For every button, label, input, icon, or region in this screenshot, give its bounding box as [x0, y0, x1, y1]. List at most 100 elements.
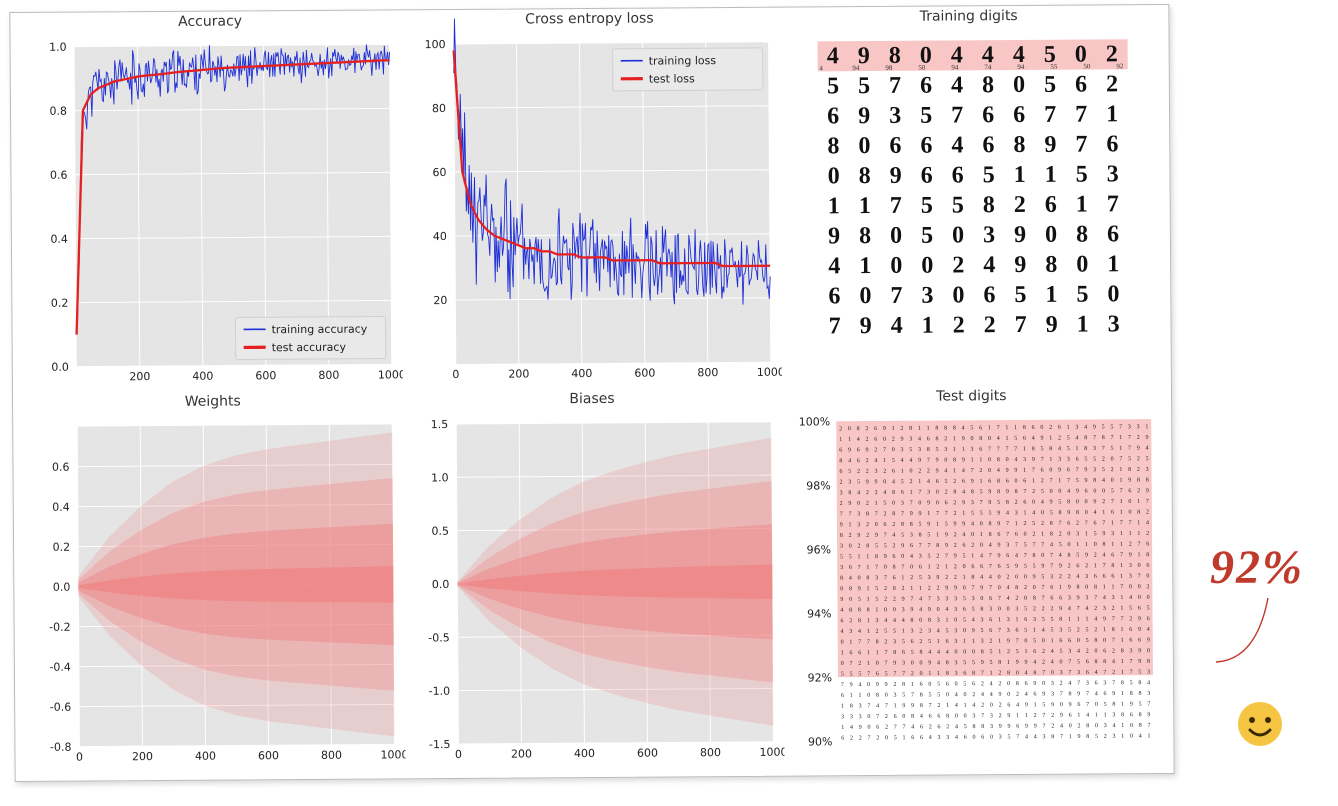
- svg-text:6: 6: [1033, 649, 1036, 655]
- training-digit: 8: [973, 190, 1004, 220]
- svg-text:6: 6: [1129, 627, 1132, 633]
- svg-text:9: 9: [962, 500, 965, 506]
- svg-text:8: 8: [911, 714, 914, 720]
- svg-text:0: 0: [944, 458, 947, 464]
- svg-text:8: 8: [892, 565, 895, 571]
- svg-text:9: 9: [997, 521, 1000, 527]
- svg-text:8: 8: [944, 426, 947, 432]
- svg-text:8: 8: [909, 426, 912, 432]
- svg-text:8: 8: [936, 543, 939, 549]
- svg-text:8: 8: [1033, 670, 1036, 676]
- svg-text:7: 7: [1058, 521, 1061, 527]
- training-digit: 9: [850, 311, 881, 341]
- svg-text:2: 2: [998, 671, 1001, 677]
- svg-text:5: 5: [1040, 489, 1043, 495]
- svg-text:8: 8: [1094, 585, 1097, 591]
- svg-text:8: 8: [1007, 670, 1010, 676]
- svg-text:6: 6: [840, 618, 843, 624]
- svg-text:5: 5: [1103, 702, 1106, 708]
- svg-text:8: 8: [1059, 617, 1062, 623]
- svg-text:9: 9: [1128, 478, 1131, 484]
- svg-text:8: 8: [1103, 659, 1106, 665]
- svg-text:5: 5: [1015, 649, 1018, 655]
- svg-text:1: 1: [998, 617, 1001, 623]
- svg-text:3: 3: [1006, 628, 1009, 634]
- svg-text:6: 6: [1077, 702, 1080, 708]
- svg-text:4: 4: [919, 596, 922, 602]
- svg-text:5: 5: [1042, 702, 1045, 708]
- training-digit: 6: [911, 161, 942, 191]
- svg-text:-0.6: -0.6: [50, 701, 72, 714]
- svg-text:8: 8: [848, 490, 851, 496]
- svg-text:800: 800: [321, 749, 342, 762]
- svg-text:9: 9: [1040, 436, 1043, 442]
- svg-text:6: 6: [935, 479, 938, 485]
- svg-text:7: 7: [867, 671, 870, 677]
- svg-text:5: 5: [884, 671, 887, 677]
- svg-text:1: 1: [1120, 563, 1123, 569]
- svg-text:5: 5: [970, 425, 973, 431]
- svg-text:5: 5: [1041, 617, 1044, 623]
- training-digit: 9: [1004, 220, 1035, 250]
- svg-text:9: 9: [1138, 659, 1141, 665]
- svg-text:1: 1: [1007, 660, 1010, 666]
- svg-text:2: 2: [953, 543, 956, 549]
- svg-text:1: 1: [875, 607, 878, 613]
- svg-text:1: 1: [927, 564, 930, 570]
- svg-text:9: 9: [988, 489, 991, 495]
- svg-text:9: 9: [857, 586, 860, 592]
- svg-text:8: 8: [849, 704, 852, 710]
- svg-text:3: 3: [1050, 574, 1053, 580]
- svg-text:2: 2: [910, 575, 913, 581]
- svg-text:3: 3: [910, 532, 913, 538]
- svg-text:1000: 1000: [757, 366, 782, 379]
- svg-text:9: 9: [1005, 489, 1008, 495]
- training-digit: 6: [910, 71, 941, 101]
- svg-text:0: 0: [1041, 553, 1044, 559]
- svg-text:8: 8: [1102, 542, 1105, 548]
- svg-text:6: 6: [1138, 638, 1141, 644]
- svg-text:3: 3: [945, 596, 948, 602]
- svg-text:6: 6: [1023, 500, 1026, 506]
- svg-text:5: 5: [909, 447, 912, 453]
- svg-text:3: 3: [858, 704, 861, 710]
- svg-text:6: 6: [841, 736, 844, 742]
- svg-text:2: 2: [953, 479, 956, 485]
- training-digit: 1: [1097, 99, 1128, 129]
- svg-text:1: 1: [953, 436, 956, 442]
- svg-text:7: 7: [875, 565, 878, 571]
- svg-text:3: 3: [901, 607, 904, 613]
- svg-text:4: 4: [996, 436, 999, 442]
- svg-text:5: 5: [1077, 659, 1080, 665]
- svg-text:6: 6: [856, 458, 859, 464]
- svg-text:8: 8: [935, 426, 938, 432]
- svg-text:94%: 94%: [807, 607, 832, 620]
- svg-text:8: 8: [1094, 659, 1097, 665]
- svg-text:5: 5: [858, 672, 861, 678]
- training-digit: 3: [912, 281, 943, 311]
- svg-text:9: 9: [1058, 467, 1061, 473]
- svg-text:0: 0: [928, 682, 931, 688]
- svg-text:7: 7: [1111, 616, 1114, 622]
- svg-text:4: 4: [1102, 552, 1105, 558]
- svg-text:8: 8: [1050, 532, 1053, 538]
- svg-text:2: 2: [866, 533, 869, 539]
- training-digit: 9: [1036, 310, 1067, 340]
- svg-text:6: 6: [989, 596, 992, 602]
- svg-text:4: 4: [937, 650, 940, 656]
- svg-text:4: 4: [892, 479, 895, 485]
- svg-text:4: 4: [1067, 489, 1070, 495]
- svg-text:9: 9: [1138, 616, 1141, 622]
- svg-text:8: 8: [1129, 691, 1132, 697]
- svg-text:1: 1: [946, 703, 949, 709]
- svg-text:6: 6: [963, 671, 966, 677]
- svg-text:2: 2: [928, 724, 931, 730]
- svg-text:4: 4: [1041, 500, 1044, 506]
- svg-text:6: 6: [962, 479, 965, 485]
- svg-text:7: 7: [884, 575, 887, 581]
- training-digit: 4: [942, 130, 973, 160]
- svg-text:5: 5: [1050, 617, 1053, 623]
- svg-text:6: 6: [928, 714, 931, 720]
- svg-text:8: 8: [1101, 435, 1104, 441]
- svg-text:6: 6: [1058, 425, 1061, 431]
